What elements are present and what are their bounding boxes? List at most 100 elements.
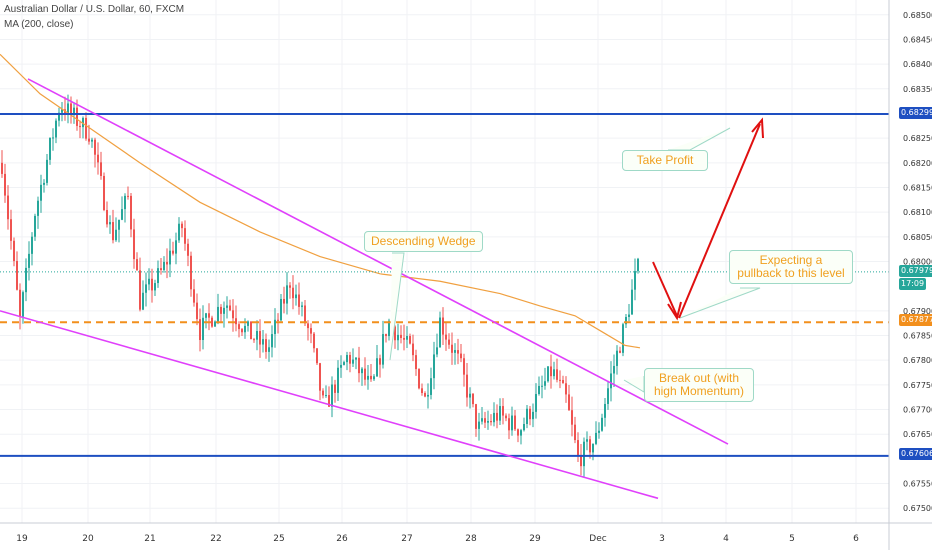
- countdown-label: 17:09: [899, 278, 927, 290]
- candle-body: [406, 336, 408, 340]
- time-tick-label: 3: [659, 534, 665, 544]
- candle-body: [634, 271, 636, 290]
- candle-body: [181, 223, 183, 229]
- candle-body: [529, 408, 531, 420]
- candles: [1, 94, 639, 477]
- candle-body: [94, 139, 96, 155]
- candle-body: [298, 294, 300, 307]
- descending-wedge-callout[interactable]: Descending Wedge: [364, 231, 483, 252]
- pullback-callout-pointer: [679, 287, 761, 319]
- candle-body: [10, 219, 12, 241]
- wedge-callout-pointer: [389, 252, 405, 361]
- candle-body: [289, 285, 291, 288]
- candle-body: [439, 317, 441, 348]
- candle-body: [436, 347, 438, 355]
- candle-body: [16, 261, 18, 290]
- candle-body: [247, 321, 249, 326]
- candle-body: [82, 117, 84, 128]
- candle-body: [388, 320, 390, 337]
- candle-body: [268, 347, 270, 352]
- candle-body: [556, 369, 558, 380]
- candle-body: [262, 339, 264, 345]
- candle-body: [133, 229, 135, 260]
- candle-body: [31, 236, 33, 254]
- candle-body: [166, 261, 168, 265]
- candle-body: [280, 298, 282, 321]
- candle-body: [637, 258, 639, 272]
- candle-body: [424, 393, 426, 397]
- candle-body: [442, 317, 444, 335]
- time-tick-label: 5: [789, 534, 795, 544]
- candle-body: [214, 321, 216, 327]
- candle-body: [148, 278, 150, 285]
- candle-body: [586, 439, 588, 442]
- candle-body: [307, 323, 309, 329]
- candle-body: [4, 173, 6, 196]
- candle-body: [412, 343, 414, 356]
- indicator-label[interactable]: MA (200, close): [4, 19, 74, 30]
- candle-body: [295, 294, 297, 299]
- candle-body: [568, 394, 570, 411]
- candle-body: [91, 139, 93, 142]
- candle-body: [349, 354, 351, 364]
- candle-body: [385, 334, 387, 337]
- candle-body: [1, 162, 3, 174]
- candle-body: [361, 368, 363, 374]
- breakout-callout[interactable]: Break out (with high Momentum): [644, 368, 754, 402]
- candle-body: [478, 421, 480, 429]
- candle-body: [22, 292, 24, 317]
- time-tick-label: 25: [273, 534, 284, 544]
- candle-body: [574, 424, 576, 441]
- candle-body: [19, 289, 21, 317]
- candle-body: [187, 243, 189, 256]
- wedge-upper-line: [27, 78, 729, 445]
- symbol-title: Australian Dollar / U.S. Dollar, 60, FXC…: [4, 4, 185, 15]
- candle-body: [43, 182, 45, 185]
- support-price-label: 0.67606: [899, 448, 932, 460]
- candle-body: [250, 321, 252, 340]
- candle-body: [415, 355, 417, 370]
- candle-body: [526, 408, 528, 424]
- candle-body: [532, 411, 534, 420]
- candle-body: [613, 365, 615, 374]
- candle-body: [55, 120, 57, 138]
- candle-body: [565, 383, 567, 395]
- down-arrow-head: [667, 301, 682, 321]
- candle-body: [397, 334, 399, 341]
- last-price-label: 0.67979: [899, 265, 932, 277]
- candle-body: [535, 394, 537, 412]
- time-axis[interactable]: 19 20 21 22 25 26 27 28 29 Dec 3 4 5 6: [0, 522, 932, 544]
- candle-body: [367, 375, 369, 380]
- candle-body: [490, 421, 492, 423]
- time-tick-label: 6: [853, 534, 859, 544]
- candle-body: [112, 222, 114, 241]
- overlays: [0, 53, 889, 500]
- up-arrow-shaft: [678, 123, 761, 319]
- candle-body: [610, 373, 612, 389]
- candle-body: [466, 374, 468, 398]
- take-profit-callout[interactable]: Take Profit: [622, 150, 708, 171]
- down-arrow-shaft: [652, 261, 678, 317]
- candle-body: [115, 229, 117, 241]
- candle-body: [376, 358, 378, 377]
- candle-body: [562, 380, 564, 384]
- candle-body: [358, 357, 360, 374]
- candle-body: [481, 418, 483, 422]
- candle-body: [622, 324, 624, 353]
- pullback-callout[interactable]: Expecting a pullback to this level: [729, 250, 853, 284]
- time-tick-label: 19: [16, 534, 28, 544]
- candle-body: [316, 348, 318, 364]
- candle-body: [13, 240, 15, 262]
- candle-body: [226, 305, 228, 308]
- candle-body: [493, 412, 495, 423]
